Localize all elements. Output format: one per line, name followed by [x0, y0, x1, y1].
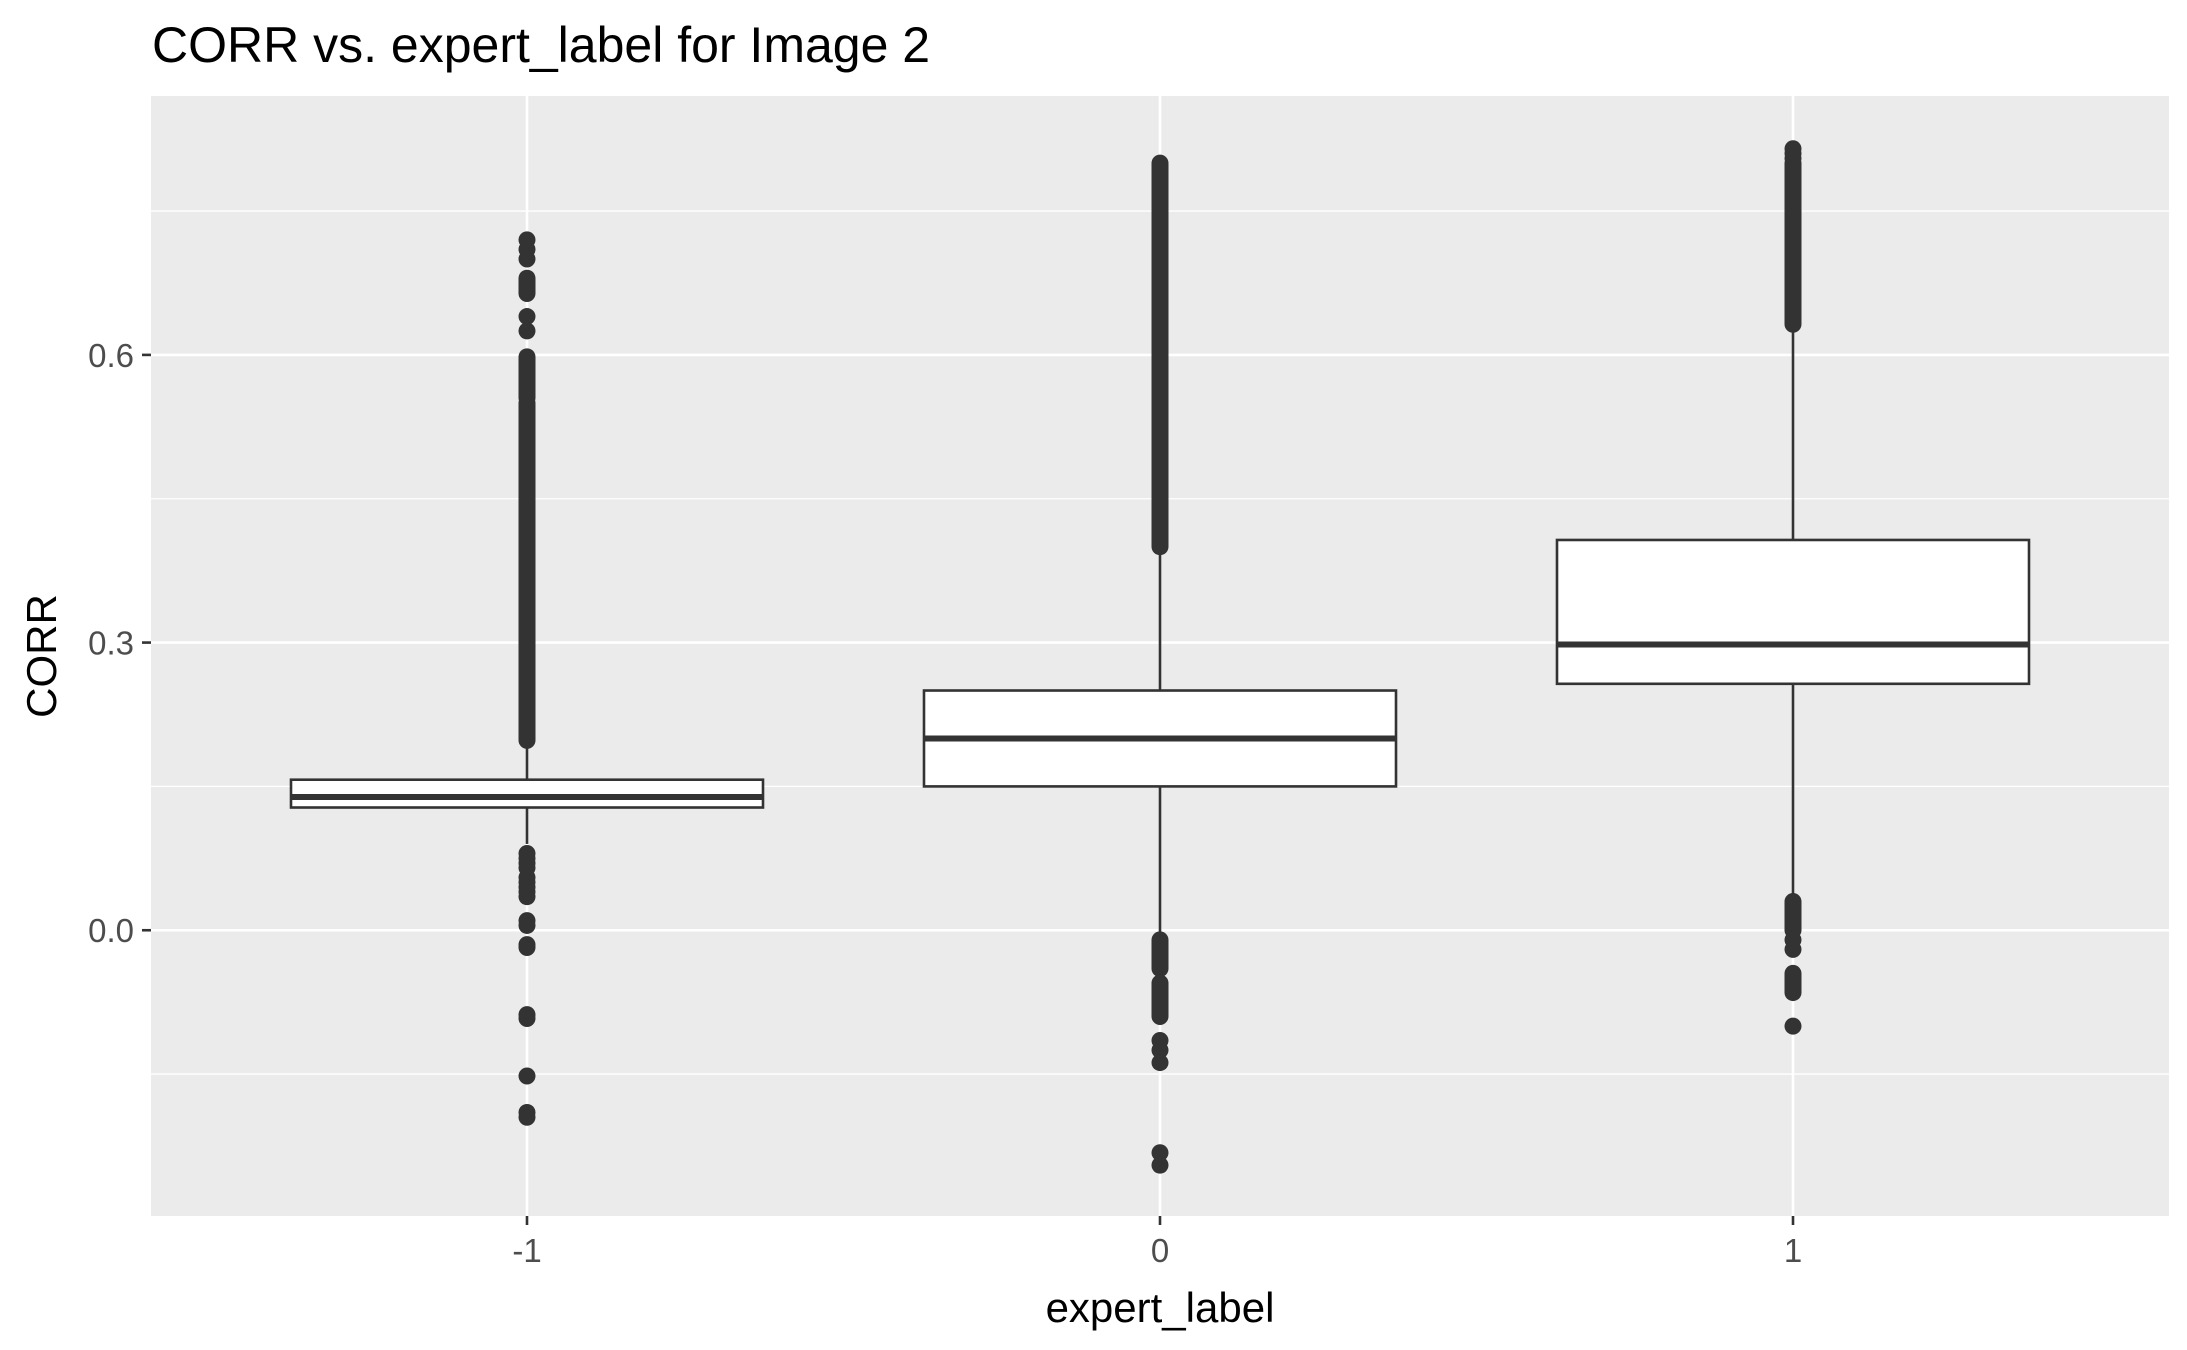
- outlier-point: [518, 916, 536, 934]
- outlier-point: [1151, 1054, 1169, 1072]
- outlier-point: [518, 888, 536, 906]
- x-tick-label: 1: [1784, 1232, 1802, 1269]
- box-3: [1555, 140, 2031, 1035]
- y-tick-label: 0.0: [88, 912, 134, 949]
- y-tick-label: 0.6: [88, 337, 134, 374]
- outlier-point: [518, 308, 536, 326]
- box-iqr: [1555, 538, 2031, 686]
- outlier-cluster: [1151, 154, 1169, 556]
- y-tick-label: 0.3: [88, 625, 134, 662]
- outlier-cluster: [518, 348, 536, 407]
- outlier-point: [518, 939, 536, 957]
- outlier-point: [1151, 1041, 1169, 1059]
- y-axis-title: CORR: [18, 594, 65, 718]
- outlier-cluster: [1784, 154, 1802, 333]
- outlier-point: [518, 1067, 536, 1085]
- outlier-point: [518, 250, 536, 268]
- outlier-point: [518, 1009, 536, 1027]
- boxplot-group: [289, 140, 2031, 1174]
- outlier-cluster: [1784, 964, 1802, 1002]
- outlier-point: [1784, 1017, 1802, 1035]
- outlier-point: [1151, 1144, 1169, 1162]
- chart-title: CORR vs. expert_label for Image 2: [152, 17, 930, 73]
- outlier-cluster: [518, 394, 536, 749]
- box-iqr: [289, 778, 765, 809]
- outlier-cluster: [1151, 974, 1169, 1026]
- y-axis-ticks: 0.0 0.3 0.6: [88, 337, 151, 949]
- box-1: [289, 231, 765, 1126]
- x-axis-title: expert_label: [1046, 1284, 1275, 1331]
- outlier-point: [518, 1108, 536, 1126]
- outlier-point: [518, 322, 536, 340]
- outlier-point: [1784, 940, 1802, 958]
- outlier-cluster: [1784, 892, 1802, 939]
- outlier-point: [1784, 149, 1802, 167]
- box-2: [922, 154, 1398, 1174]
- outlier-point: [1151, 1156, 1169, 1174]
- x-tick-label: -1: [512, 1232, 541, 1269]
- outlier-cluster: [1151, 931, 1169, 978]
- x-tick-label: 0: [1151, 1232, 1169, 1269]
- outlier-point: [518, 281, 536, 299]
- x-axis-ticks: -1 0 1: [512, 1216, 1802, 1269]
